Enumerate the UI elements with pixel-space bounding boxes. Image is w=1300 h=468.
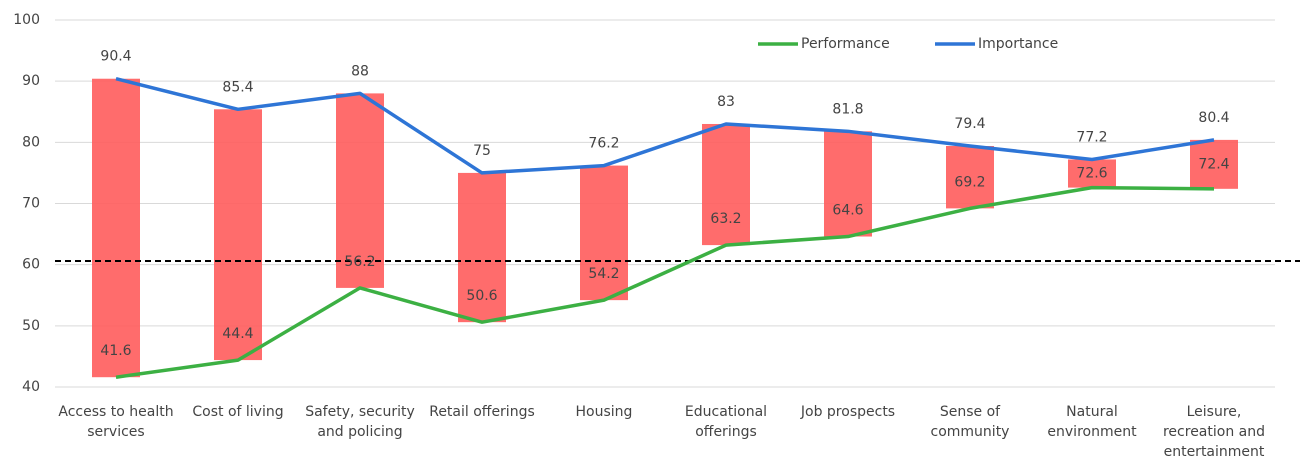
- gap-bar: [336, 93, 384, 288]
- gap-bar: [458, 172, 506, 323]
- x-tick-label: Housing: [575, 404, 633, 420]
- data-label: 76.2: [588, 136, 619, 152]
- x-tick-label: Cost of living: [192, 404, 284, 420]
- series-line: [115, 77, 1215, 175]
- data-label: 41.6: [100, 343, 131, 359]
- data-label: 88: [351, 63, 369, 79]
- data-label: 63.2: [710, 211, 741, 227]
- data-label: 54.2: [588, 266, 619, 282]
- data-label: 72.4: [1198, 156, 1229, 172]
- y-tick-label: 100: [13, 12, 40, 28]
- y-tick-label: 50: [22, 318, 40, 334]
- x-tick-label: Job prospects: [800, 404, 896, 420]
- gap-bar: [580, 165, 628, 301]
- gap-bar: [92, 78, 140, 378]
- x-tick-label: Educational offerings: [684, 404, 768, 440]
- gap-bar: [214, 109, 262, 361]
- data-label: 50.6: [466, 288, 497, 304]
- data-label: 90.4: [100, 49, 131, 65]
- data-label: 56.2: [344, 254, 375, 270]
- data-label: 81.8: [832, 101, 863, 117]
- data-label: 44.4: [222, 326, 253, 342]
- legend-label: Performance: [801, 36, 890, 52]
- data-label: 64.6: [832, 203, 863, 219]
- y-tick-label: 70: [22, 196, 40, 212]
- x-tick-label: Safety, security and policing: [305, 404, 415, 440]
- gap-bar: [702, 123, 750, 246]
- data-label: 85.4: [222, 79, 253, 95]
- gap-bar: [1068, 159, 1116, 188]
- x-tick-label: Sense of community: [930, 404, 1010, 440]
- x-tick-label: Natural environment: [1047, 404, 1137, 440]
- gap-bar: [946, 146, 994, 209]
- data-label: 77.2: [1076, 129, 1107, 145]
- data-label: 72.6: [1076, 166, 1107, 182]
- gap-bar: [1190, 139, 1238, 189]
- data-label: 80.4: [1198, 110, 1229, 126]
- x-tick-label: Leisure, recreation and entertainment: [1162, 404, 1265, 460]
- series-line: [115, 185, 1215, 379]
- data-label: 69.2: [954, 174, 985, 190]
- gap-bar: [824, 131, 872, 237]
- data-label: 79.4: [954, 116, 985, 132]
- y-tick-label: 60: [22, 257, 40, 273]
- data-label: 75: [473, 143, 491, 159]
- y-tick-label: 80: [22, 134, 40, 150]
- x-tick-label: Retail offerings: [429, 404, 535, 420]
- x-tick-label: Access to health services: [58, 404, 174, 440]
- data-label: 83: [717, 94, 735, 110]
- y-tick-label: 90: [22, 73, 40, 89]
- y-tick-label: 40: [22, 379, 40, 395]
- legend-label: Importance: [978, 36, 1058, 52]
